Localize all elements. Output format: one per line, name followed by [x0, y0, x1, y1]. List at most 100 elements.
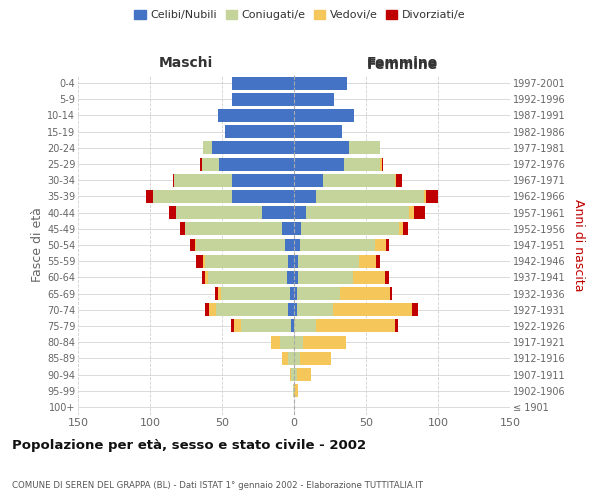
Bar	[412, 304, 418, 316]
Bar	[291, 368, 294, 381]
Bar	[395, 320, 398, 332]
Bar	[290, 287, 294, 300]
Bar	[294, 271, 298, 284]
Text: Femmine: Femmine	[367, 58, 437, 71]
Bar	[221, 287, 290, 300]
Bar	[176, 206, 262, 219]
Bar	[294, 109, 355, 122]
Bar	[294, 287, 297, 300]
Bar	[294, 190, 316, 203]
Bar	[424, 190, 427, 203]
Bar	[396, 174, 402, 186]
Bar	[399, 222, 403, 235]
Bar	[153, 190, 232, 203]
Bar	[283, 352, 288, 365]
Bar	[305, 206, 409, 219]
Bar	[294, 384, 298, 397]
Bar	[294, 76, 347, 90]
Bar	[280, 336, 294, 348]
Bar	[302, 336, 346, 348]
Bar	[196, 254, 203, 268]
Bar	[169, 206, 176, 219]
Bar	[403, 222, 408, 235]
Bar	[374, 238, 386, 252]
Bar	[298, 271, 353, 284]
Bar	[409, 206, 413, 219]
Text: Maschi: Maschi	[159, 56, 213, 70]
Text: COMUNE DI SEREN DEL GRAPPA (BL) - Dati ISTAT 1° gennaio 2002 - Elaborazione TUTT: COMUNE DI SEREN DEL GRAPPA (BL) - Dati I…	[12, 481, 423, 490]
Bar	[286, 238, 294, 252]
Bar	[190, 238, 194, 252]
Bar	[294, 238, 300, 252]
Bar	[294, 254, 298, 268]
Bar	[205, 271, 208, 284]
Bar	[202, 271, 205, 284]
Bar	[316, 190, 424, 203]
Bar	[232, 93, 294, 106]
Bar	[233, 320, 241, 332]
Bar	[359, 254, 376, 268]
Bar	[340, 287, 391, 300]
Bar	[294, 222, 301, 235]
Bar	[333, 304, 412, 316]
Bar	[232, 174, 294, 186]
Bar	[395, 174, 396, 186]
Bar	[323, 174, 395, 186]
Bar	[173, 174, 175, 186]
Bar	[297, 304, 333, 316]
Bar	[202, 158, 219, 170]
Bar	[216, 304, 288, 316]
Bar	[316, 320, 395, 332]
Bar	[288, 304, 294, 316]
Text: Popolazione per età, sesso e stato civile - 2002: Popolazione per età, sesso e stato civil…	[12, 440, 366, 452]
Bar	[232, 190, 294, 203]
Bar	[298, 254, 359, 268]
Bar	[180, 222, 185, 235]
Bar	[205, 254, 288, 268]
Bar	[391, 287, 392, 300]
Bar	[427, 190, 438, 203]
Bar	[146, 190, 153, 203]
Bar	[200, 158, 202, 170]
Bar	[203, 142, 212, 154]
Bar	[294, 352, 300, 365]
Bar	[376, 254, 380, 268]
Bar	[294, 336, 302, 348]
Bar	[290, 368, 291, 381]
Bar	[294, 320, 316, 332]
Bar	[297, 368, 311, 381]
Bar	[300, 352, 331, 365]
Bar	[232, 76, 294, 90]
Bar	[185, 222, 283, 235]
Text: Femmine: Femmine	[367, 56, 437, 70]
Bar	[262, 206, 294, 219]
Bar	[294, 93, 334, 106]
Legend: Celibi/Nubili, Coniugati/e, Vedovi/e, Divorziati/e: Celibi/Nubili, Coniugati/e, Vedovi/e, Di…	[130, 6, 470, 25]
Bar	[218, 109, 294, 122]
Bar	[215, 287, 218, 300]
Bar	[205, 304, 209, 316]
Bar	[353, 271, 385, 284]
Bar	[380, 158, 382, 170]
Bar	[300, 238, 374, 252]
Bar	[413, 206, 425, 219]
Bar	[297, 287, 340, 300]
Bar	[291, 320, 294, 332]
Bar	[225, 125, 294, 138]
Bar	[385, 271, 389, 284]
Bar	[294, 158, 344, 170]
Bar	[271, 336, 280, 348]
Bar	[288, 254, 294, 268]
Bar	[175, 174, 232, 186]
Bar	[194, 238, 196, 252]
Bar	[294, 174, 323, 186]
Bar	[283, 222, 294, 235]
Bar	[208, 271, 287, 284]
Bar	[294, 125, 341, 138]
Bar	[218, 287, 221, 300]
Bar	[203, 254, 205, 268]
Bar	[212, 142, 294, 154]
Y-axis label: Anni di nascita: Anni di nascita	[572, 198, 585, 291]
Bar	[293, 384, 294, 397]
Bar	[241, 320, 291, 332]
